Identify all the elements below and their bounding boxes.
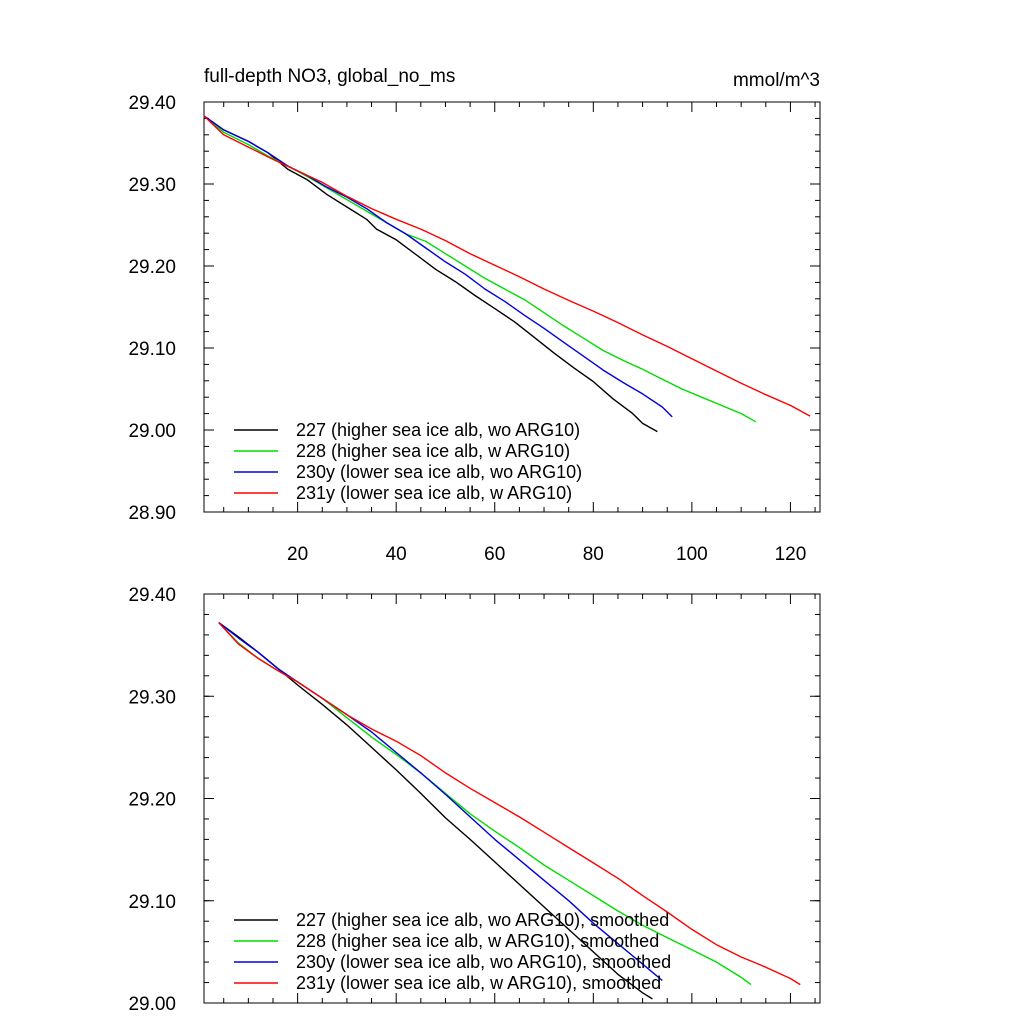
legend-label: 227 (higher sea ice alb, wo ARG10): [296, 420, 580, 440]
legend-label: 228 (higher sea ice alb, w ARG10): [296, 441, 570, 461]
y-tick-label: 29.10: [128, 892, 176, 913]
y-tick-label: 29.00: [128, 994, 176, 1015]
top-chart-units: mmol/m^3: [733, 70, 820, 91]
top-series-lines: [203, 115, 811, 433]
series-line: [218, 622, 663, 982]
y-tick-label: 29.20: [128, 790, 176, 811]
x-tick-label: 120: [775, 544, 807, 565]
x-tick-label: 40: [386, 544, 407, 565]
series-line: [203, 115, 673, 418]
series-line: [203, 115, 811, 417]
legend-label: 230y (lower sea ice alb, wo ARG10), smoo…: [296, 952, 671, 972]
top-legend: 227 (higher sea ice alb, wo ARG10)228 (h…: [234, 420, 582, 503]
bottom-plot-area: 29.00 29.10 29.20 29.30 29.40: [128, 585, 821, 1015]
series-line: [203, 115, 658, 433]
y-tick-label: 29.20: [128, 257, 176, 278]
legend-label: 231y (lower sea ice alb, w ARG10): [296, 483, 572, 503]
legend-label: 231y (lower sea ice alb, w ARG10), smoot…: [296, 973, 661, 993]
bottom-legend: 227 (higher sea ice alb, wo ARG10), smoo…: [234, 910, 671, 993]
top-panel: full-depth NO3, global_no_ms mmol/m^3 28…: [128, 66, 821, 565]
x-tick-label: 100: [676, 544, 708, 565]
legend-label: 230y (lower sea ice alb, wo ARG10): [296, 462, 582, 482]
y-tick-label: 29.10: [128, 339, 176, 360]
series-line: [203, 115, 757, 423]
bottom-panel: 29.00 29.10 29.20 29.30 29.40 227 (higher se…: [128, 585, 821, 1015]
plot-frame: [203, 101, 821, 513]
top-chart-title: full-depth NO3, global_no_ms: [204, 66, 455, 87]
bottom-series-lines: [218, 622, 801, 1000]
x-tick-label: 20: [287, 544, 308, 565]
legend-label: 227 (higher sea ice alb, wo ARG10), smoo…: [296, 910, 669, 930]
y-tick-label: 28.90: [128, 503, 176, 524]
legend-label: 228 (higher sea ice alb, w ARG10), smoot…: [296, 931, 659, 951]
top-plot-area: 28.90 29.00 29.10 29.20 29.30 29.40 20 40 60 80 10…: [128, 93, 821, 565]
y-tick-label: 29.40: [128, 93, 176, 114]
y-tick-label: 29.40: [128, 585, 176, 606]
x-tick-label: 80: [583, 544, 604, 565]
y-tick-label: 29.30: [128, 687, 176, 708]
x-tick-label: 60: [484, 544, 505, 565]
y-tick-label: 29.30: [128, 175, 176, 196]
y-tick-label: 29.00: [128, 421, 176, 442]
series-line: [218, 622, 801, 986]
